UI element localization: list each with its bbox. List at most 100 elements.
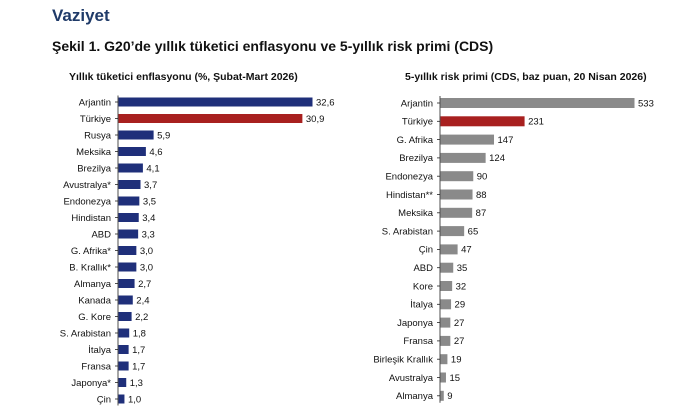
inflation-category-label: Rusya xyxy=(84,130,112,141)
cds-category-label: ABD xyxy=(413,263,433,274)
inflation-category-label: G. Afrika* xyxy=(71,246,111,257)
inflation-category-label: Japonya* xyxy=(71,378,111,389)
inflation-bar xyxy=(118,279,135,288)
cds-category-label: İtalya xyxy=(410,300,433,311)
cds-value-label: 27 xyxy=(454,318,465,329)
inflation-value-label: 3,4 xyxy=(142,213,155,224)
cds-category-label: Türkiye xyxy=(402,117,433,128)
cds-category-label: Çin xyxy=(419,245,433,256)
inflation-category-label: Fransa xyxy=(81,361,111,372)
inflation-bar xyxy=(118,246,137,255)
inflation-bar xyxy=(118,394,125,404)
cds-bar xyxy=(440,262,454,273)
inflation-bar xyxy=(118,361,129,371)
cds-value-label: 15 xyxy=(449,373,460,384)
cds-bar xyxy=(440,189,473,200)
cds-value-label: 533 xyxy=(638,98,654,109)
cds-value-label: 88 xyxy=(476,190,487,201)
cds-category-label: Endonezya xyxy=(385,172,433,183)
inflation-bar xyxy=(118,180,141,189)
cds-category-label: Meksika xyxy=(398,208,434,219)
inflation-bar xyxy=(118,328,130,338)
cds-bar xyxy=(440,335,451,346)
cds-bar xyxy=(440,390,444,401)
cds-bar xyxy=(440,372,446,383)
cds-value-label: 32 xyxy=(456,281,467,292)
cds-category-label: Fransa xyxy=(403,336,433,347)
inflation-category-label: ABD xyxy=(91,229,111,240)
cds-bar xyxy=(440,171,474,182)
cds-category-label: Kore xyxy=(413,281,433,292)
inflation-category-label: Arjantin xyxy=(79,97,111,108)
inflation-value-label: 1,7 xyxy=(132,345,145,356)
inflation-bar xyxy=(118,196,140,206)
inflation-category-label: Endonezya xyxy=(63,196,111,207)
cds-category-label: Brezilya xyxy=(399,153,434,164)
cds-value-label: 19 xyxy=(451,355,462,366)
inflation-value-label: 3,7 xyxy=(144,180,157,191)
inflation-bar xyxy=(118,345,129,354)
cds-bar xyxy=(440,116,525,127)
cds-category-label: Japonya xyxy=(397,318,434,329)
cds-bar xyxy=(440,134,495,145)
cds-bar xyxy=(440,207,473,218)
inflation-value-label: 2,7 xyxy=(138,279,151,290)
cds-category-label: Arjantin xyxy=(401,98,433,109)
cds-bar xyxy=(440,299,452,310)
inflation-bar xyxy=(118,312,132,321)
cds-category-label: Almanya xyxy=(396,391,434,402)
inflation-value-label: 4,1 xyxy=(146,163,159,174)
inflation-category-label: S. Arabistan xyxy=(60,328,111,339)
cds-category-label: Birleşik Krallık xyxy=(373,355,433,366)
cds-value-label: 35 xyxy=(457,263,468,274)
cds-value-label: 65 xyxy=(468,226,479,237)
cds-value-label: 9 xyxy=(447,391,452,402)
cds-bar xyxy=(440,317,451,328)
inflation-bar xyxy=(118,114,303,123)
cds-bar xyxy=(440,152,486,163)
figure-title: Şekil 1. G20’de yıllık tüketici enflasyo… xyxy=(52,38,494,54)
inflation-value-label: 1,3 xyxy=(130,378,143,389)
cds-value-label: 47 xyxy=(461,245,472,256)
inflation-category-label: Almanya xyxy=(74,279,112,290)
cds-chart-title: 5-yıllık risk primi (CDS, baz puan, 20 N… xyxy=(405,71,647,83)
inflation-value-label: 3,5 xyxy=(143,196,156,207)
cds-value-label: 124 xyxy=(489,153,505,164)
inflation-value-label: 2,4 xyxy=(136,295,149,306)
inflation-category-label: İtalya xyxy=(88,345,111,356)
inflation-bar xyxy=(118,262,137,272)
inflation-category-label: Hindistan xyxy=(71,213,111,224)
inflation-category-label: Brezilya xyxy=(77,163,112,174)
section-title: Vaziyet xyxy=(52,6,110,25)
cds-value-label: 27 xyxy=(454,336,465,347)
inflation-category-label: Meksika xyxy=(76,147,112,158)
cds-category-label: G. Afrika xyxy=(397,135,434,146)
cds-value-label: 87 xyxy=(476,208,487,219)
cds-value-label: 231 xyxy=(528,117,544,128)
inflation-value-label: 1,8 xyxy=(133,328,146,339)
inflation-value-label: 3,3 xyxy=(142,229,155,240)
inflation-bar xyxy=(118,97,313,107)
inflation-bar xyxy=(118,229,139,239)
inflation-category-label: Türkiye xyxy=(80,114,111,125)
cds-value-label: 147 xyxy=(498,135,514,146)
inflation-category-label: Kanada xyxy=(78,295,111,306)
cds-bar xyxy=(440,281,453,291)
inflation-value-label: 30,9 xyxy=(306,114,325,125)
inflation-bar xyxy=(118,378,127,387)
inflation-bar xyxy=(118,163,143,173)
inflation-value-label: 5,9 xyxy=(157,130,170,141)
cds-bar xyxy=(440,98,635,108)
inflation-category-label: B. Krallık* xyxy=(69,262,111,273)
inflation-value-label: 1,0 xyxy=(128,394,141,405)
inflation-chart-title: Yıllık tüketici enflasyonu (%, Şubat-Mar… xyxy=(69,71,298,83)
inflation-value-label: 1,7 xyxy=(132,361,145,372)
inflation-bar xyxy=(118,147,146,156)
inflation-bar xyxy=(118,213,139,222)
inflation-category-label: Çin xyxy=(97,394,111,405)
cds-category-label: S. Arabistan xyxy=(382,226,433,237)
inflation-value-label: 3,0 xyxy=(140,246,153,257)
inflation-category-label: Avustralya* xyxy=(63,180,111,191)
